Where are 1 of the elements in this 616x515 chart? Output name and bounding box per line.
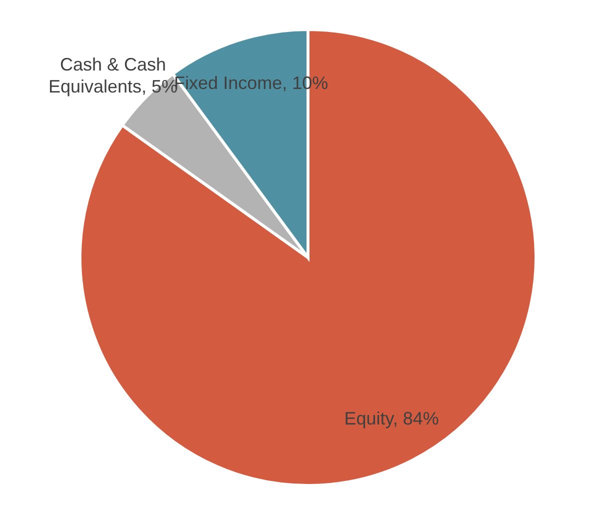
slice-label: Equity, 84% [344,408,439,429]
